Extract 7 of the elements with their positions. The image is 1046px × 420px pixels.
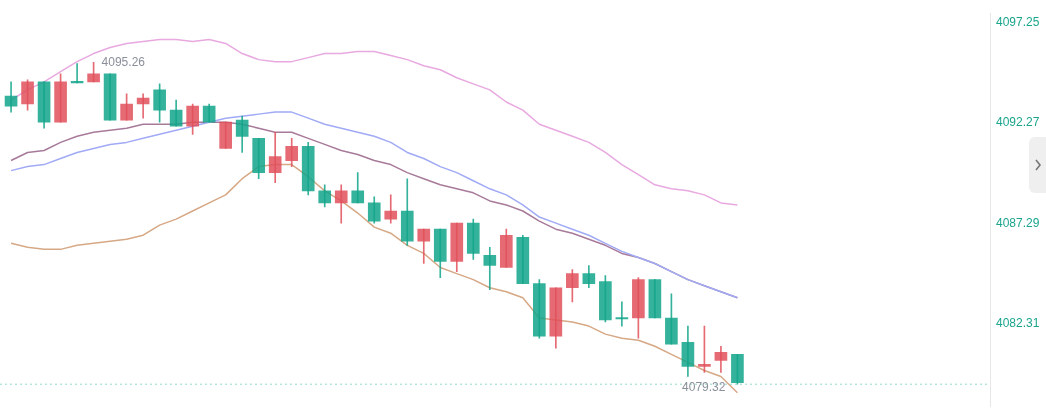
ref-line-label: 4079.32 — [682, 379, 726, 394]
y-tick-label: 4082.31 — [996, 316, 1040, 331]
y-tick-label: 4097.25 — [996, 14, 1040, 29]
y-tick-label: 4087.29 — [996, 215, 1040, 230]
annotation: 4095.26 — [101, 54, 146, 69]
y-tick-label: 4092.27 — [996, 115, 1040, 130]
candlestick — [483, 247, 497, 291]
